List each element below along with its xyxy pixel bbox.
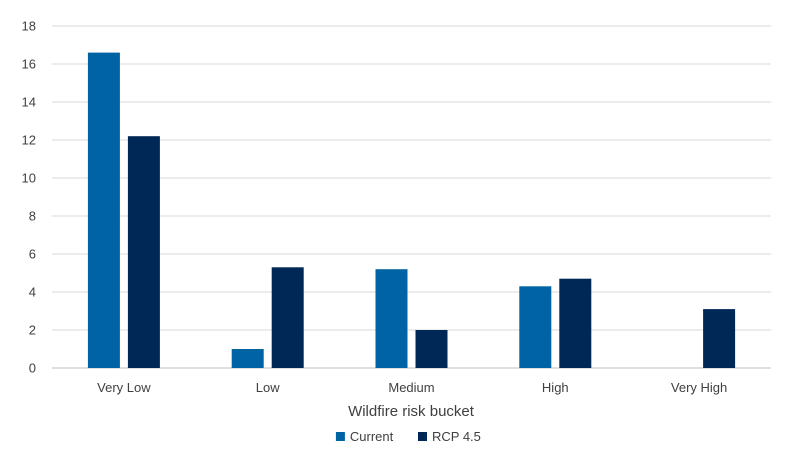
bar-current-very-low: [87, 52, 120, 368]
y-tick-label: 4: [29, 285, 36, 300]
bar-rcp-4-5-very-high: [703, 309, 736, 368]
y-tick-label: 18: [22, 19, 36, 34]
x-axis-ticks: Very Low Low Medium High Very High: [97, 380, 727, 395]
bar-current-high: [519, 286, 552, 368]
bar-rcp-4-5-high: [559, 278, 592, 368]
bar-current-medium: [375, 269, 408, 368]
bar-current-low: [231, 349, 264, 368]
x-tick-label: Low: [256, 380, 280, 395]
gridlines: [52, 25, 771, 369]
x-axis-title: Wildfire risk bucket: [348, 403, 475, 420]
y-tick-label: 0: [29, 361, 36, 376]
legend-label: Current: [350, 429, 394, 444]
x-tick-label: Very High: [671, 380, 727, 395]
y-tick-label: 8: [29, 209, 36, 224]
bar-rcp-4-5-low: [271, 267, 304, 368]
y-tick-label: 2: [29, 323, 36, 338]
x-tick-label: High: [542, 380, 569, 395]
y-tick-label: 12: [22, 133, 36, 148]
legend-swatch-current: [335, 432, 345, 441]
legend: Current RCP 4.5: [335, 429, 481, 444]
bar-rcp-4-5-very-low: [127, 136, 160, 368]
bars: [87, 52, 736, 368]
x-tick-label: Very Low: [97, 380, 151, 395]
legend-label: RCP 4.5: [432, 429, 481, 444]
y-tick-label: 16: [22, 57, 36, 72]
bar-rcp-4-5-medium: [415, 330, 448, 368]
y-tick-label: 10: [22, 171, 36, 186]
y-tick-label: 6: [29, 247, 36, 262]
y-axis-ticks: 0 2 4 6 8 10 12 14 16 18: [22, 19, 36, 376]
x-tick-label: Medium: [388, 380, 434, 395]
legend-swatch-rcp-4-5: [418, 432, 427, 441]
y-tick-label: 14: [22, 95, 36, 110]
